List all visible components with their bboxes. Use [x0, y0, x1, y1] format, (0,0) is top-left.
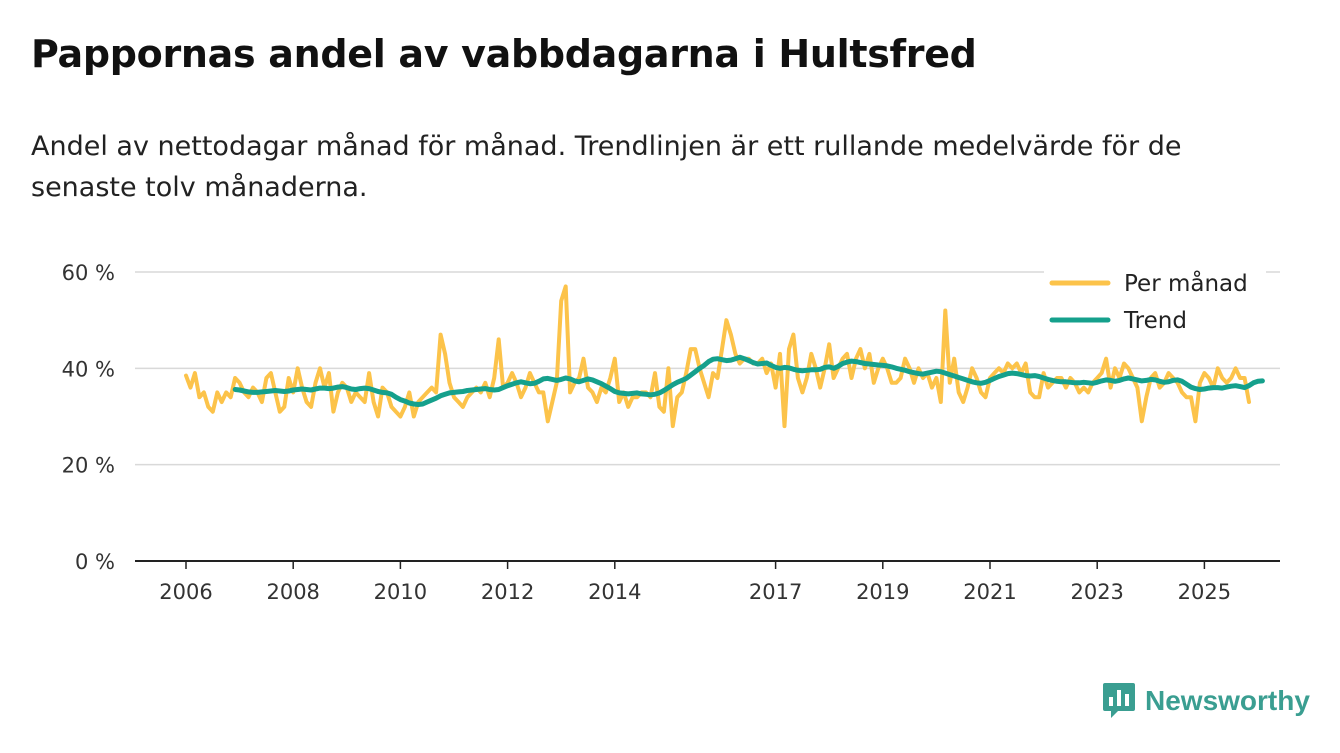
- x-tick-label: 2008: [266, 580, 319, 604]
- chart-title: Pappornas andel av vabbdagarna i Hultsfr…: [31, 32, 977, 76]
- y-tick-label: 0 %: [75, 550, 115, 574]
- x-tick-label: 2023: [1070, 580, 1123, 604]
- x-tick-label: 2019: [856, 580, 909, 604]
- x-tick-label: 2014: [588, 580, 641, 604]
- legend: Per månad Trend: [1044, 265, 1266, 343]
- legend-label-per-manad: Per månad: [1124, 269, 1248, 297]
- brand-logo: Newsworthy: [1102, 682, 1310, 720]
- series-line-per-manad: [184, 284, 1251, 429]
- x-axis-ticks: 2006 2008 2010 2012 2014 2017 2019 2021 2023 2025: [159, 561, 1231, 604]
- bar-chart-speech-bubble-icon: [1103, 683, 1135, 718]
- series-lines: [184, 284, 1265, 429]
- y-tick-label: 40 %: [62, 357, 115, 381]
- brand-name: Newsworthy: [1145, 685, 1310, 716]
- legend-label-trend: Trend: [1123, 308, 1187, 334]
- y-tick-label: 60 %: [62, 261, 115, 285]
- x-tick-label: 2025: [1178, 580, 1231, 604]
- series-line-trend: [232, 354, 1265, 407]
- x-tick-label: 2017: [749, 580, 802, 604]
- x-tick-label: 2021: [963, 580, 1016, 604]
- x-tick-label: 2012: [481, 580, 534, 604]
- x-tick-label: 2010: [374, 580, 427, 604]
- x-tick-label: 2006: [159, 580, 212, 604]
- y-tick-label: 20 %: [62, 454, 115, 478]
- chart-subtitle: Andel av nettodagar månad för månad. Tre…: [31, 131, 1182, 203]
- y-axis-ticks: 0 % 20 % 40 % 60 %: [62, 261, 115, 574]
- legend-background: [1044, 265, 1266, 343]
